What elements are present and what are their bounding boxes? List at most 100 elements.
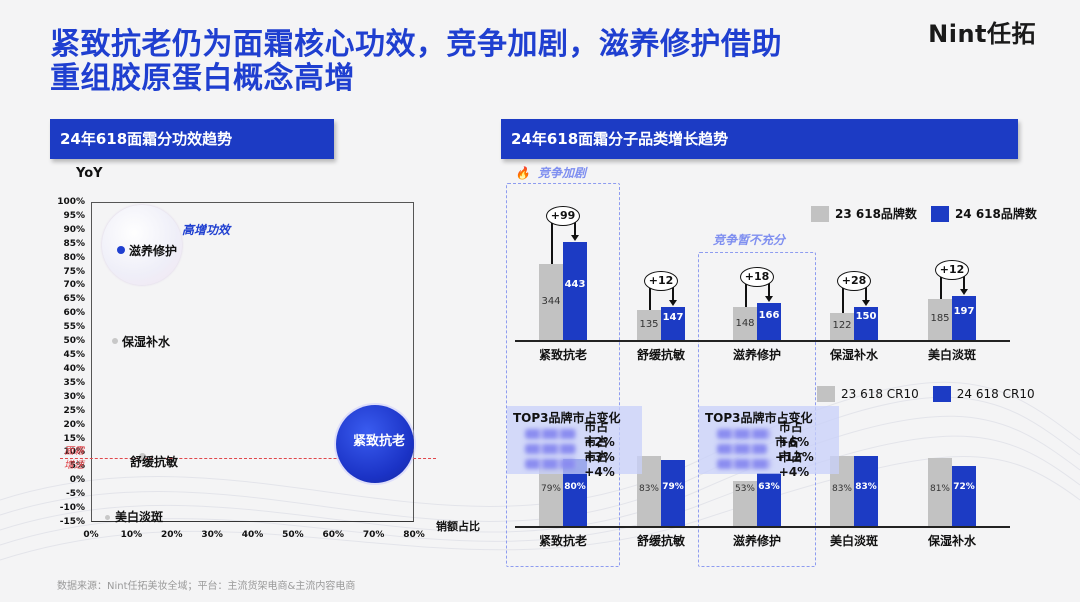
y-tick-label: -15% (59, 517, 85, 527)
delta-connector (842, 280, 844, 313)
delta-badge: +12 (935, 260, 969, 281)
left-section-header: 24年618面霜分功效趋势 (50, 119, 334, 159)
point-soothing (139, 453, 146, 460)
page-title: 紧致抗老仍为面霜核心功效，竞争加剧，滋养修护借助 重组胶原蛋白概念高增 (50, 28, 782, 96)
y-tick-label: 50% (63, 336, 85, 347)
delta-connector (940, 270, 942, 299)
brand-count-baseline (515, 340, 1010, 342)
top3-share-change-right: TOP3品牌市占变化 市占+6% 市占+12% 市占+4% (699, 406, 839, 479)
cr10-baseline (515, 526, 1010, 528)
y-tick-label: 70% (63, 280, 85, 291)
bubble-label-firming-antiaging: 紧致抗老 (353, 434, 406, 449)
y-tick-label: 30% (63, 391, 85, 402)
blurred-brand-name (525, 443, 577, 454)
reference-line-label: 面霜 增速 (64, 446, 84, 471)
brand-count-legend: 23 618品牌数 24 618品牌数 (811, 205, 1037, 222)
bar-23-brand-count: 135 (637, 310, 661, 340)
category-label: 保湿补水 (829, 348, 878, 362)
y-tick-label: 15% (63, 433, 85, 444)
down-arrow-icon (765, 296, 773, 303)
category-label: 保湿补水 (927, 534, 976, 548)
competition-intensified-box (506, 183, 620, 567)
delta-badge: +99 (546, 205, 580, 226)
x-tick-label: 30% (201, 530, 223, 540)
down-arrow-icon (571, 234, 579, 241)
x-tick-label: 0% (83, 530, 99, 540)
flame-icon: 🔥 (515, 166, 530, 180)
title-line-2: 重组胶原蛋白概念高增 (50, 61, 355, 96)
point-label-nourish-repair: 滋养修护 (129, 244, 178, 258)
bar-24-cr10: 72% (952, 465, 976, 526)
y-tick-label: 45% (63, 350, 85, 361)
delta-connector (574, 215, 576, 236)
legend-swatch-24 (930, 205, 949, 222)
delta-badge: +12 (644, 271, 678, 292)
bar-23-cr10: 81% (928, 457, 952, 526)
blurred-brand-name (717, 458, 771, 469)
category-label: 舒缓抗敏 (636, 348, 685, 362)
y-tick-label: 80% (63, 252, 85, 263)
cr10-legend: 23 618 CR10 24 618 CR10 (817, 386, 1035, 402)
legend-swatch-23 (811, 205, 829, 222)
bar-24-brand-count: 197 (952, 296, 976, 340)
category-label: 美白淡斑 (927, 348, 976, 362)
y-tick-label: 75% (63, 266, 85, 277)
bar-24-cr10: 63% (757, 473, 781, 526)
x-tick-label: 60% (322, 530, 345, 540)
y-tick-label: 5% (69, 461, 85, 472)
category-label: 滋养修护 (732, 534, 781, 548)
legend-swatch-23-cr10 (817, 386, 835, 402)
delta-badge: +18 (740, 267, 774, 288)
down-arrow-icon (960, 289, 968, 296)
category-growth-reference-line (60, 458, 436, 459)
bar-23-brand-count: 148 (733, 307, 757, 340)
x-tick-label: 10% (120, 530, 143, 540)
point-whitening (105, 515, 110, 520)
data-source-note: 数据来源：Nint任拓美妆全域；平台：主流货架电商&主流内容电商 (57, 581, 356, 592)
bar-23-cr10: 53% (733, 481, 757, 526)
y-tick-label: 10% (63, 447, 85, 458)
bubble-firming-antiaging (336, 405, 414, 483)
right-section-header: 24年618面霜分子品类增长趋势 (501, 119, 1018, 159)
y-tick-label: 60% (63, 308, 85, 319)
x-tick-label: 40% (241, 530, 264, 540)
point-nourish-repair (117, 246, 125, 254)
y-tick-label: 55% (63, 322, 85, 333)
category-label: 紧致抗老 (538, 348, 587, 362)
y-tick-label: 35% (63, 377, 85, 388)
competition-insufficient-tag: 竞争暂不充分 (713, 233, 786, 247)
delta-connector (768, 277, 770, 298)
delta-connector (672, 281, 674, 302)
bar-23-brand-count: 344 (539, 263, 563, 340)
delta-badge: +28 (837, 270, 871, 291)
legend-swatch-24-cr10 (932, 386, 951, 402)
scatter-plot-area (91, 202, 414, 522)
y-tick-label: 100% (57, 197, 85, 207)
y-tick-label: 25% (63, 405, 85, 416)
y-tick-label: 95% (63, 210, 85, 221)
category-label: 美白淡斑 (829, 534, 878, 548)
delta-connector (551, 215, 553, 264)
y-tick-label: 90% (63, 224, 85, 235)
x-axis-label: 销额占比 (436, 520, 480, 533)
delta-connector (649, 281, 651, 311)
bar-24-cr10: 83% (854, 456, 878, 526)
blurred-brand-name (717, 428, 771, 439)
delta-connector (963, 270, 965, 291)
category-label: 滋养修护 (732, 348, 781, 362)
point-label-hydration: 保湿补水 (122, 335, 171, 349)
delta-connector (865, 280, 867, 301)
y-tick-label: 85% (63, 238, 85, 249)
down-arrow-icon (669, 300, 677, 307)
bar-24-cr10: 79% (661, 459, 685, 526)
x-tick-label: 70% (362, 530, 385, 540)
bar-24-brand-count: 443 (563, 241, 587, 340)
bar-24-brand-count: 166 (757, 303, 781, 340)
x-tick-label: 50% (282, 530, 304, 540)
bar-23-brand-count: 185 (928, 298, 952, 340)
down-arrow-icon (862, 299, 870, 306)
y-tick-label: 65% (63, 294, 85, 305)
point-label-whitening: 美白淡斑 (115, 510, 164, 524)
bar-23-brand-count: 122 (830, 312, 854, 340)
category-label: 紧致抗老 (538, 534, 587, 548)
